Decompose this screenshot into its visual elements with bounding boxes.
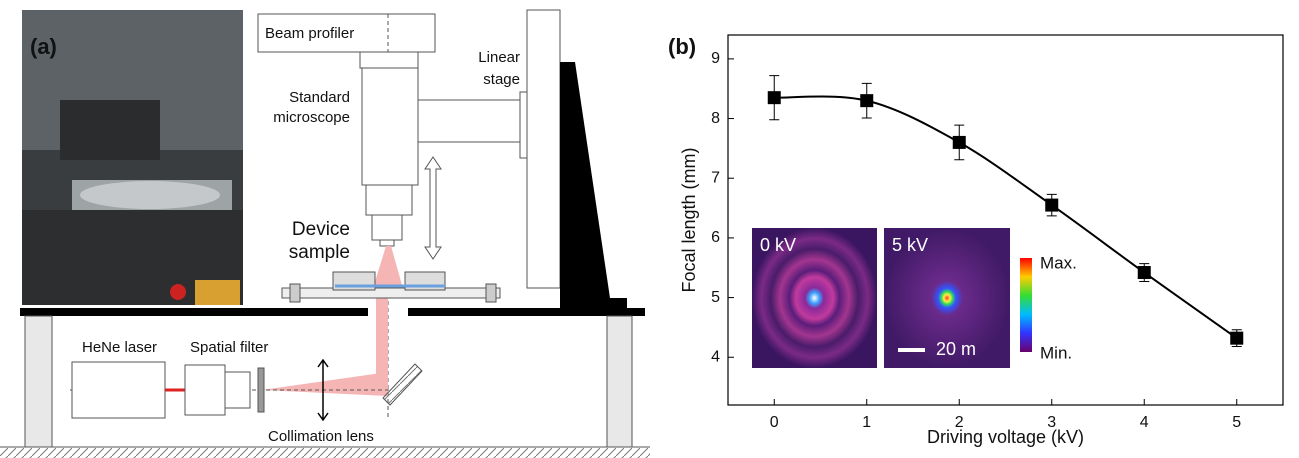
x-tick-label: 2	[955, 414, 964, 431]
setup-diagram	[0, 9, 650, 458]
colorbar-label: Min.	[1040, 343, 1072, 362]
x-tick-label: 0	[770, 414, 779, 431]
marker	[1137, 266, 1151, 280]
inset-label: 0 kV	[760, 235, 796, 255]
plot-frame	[727, 34, 1284, 406]
x-tick-label: 4	[1140, 414, 1149, 431]
x-tick-label: 3	[1047, 414, 1056, 431]
label: Linear	[478, 49, 520, 66]
y-tick-label: 7	[711, 169, 720, 186]
diagram-labels: Beam profiler Linear stage Standard micr…	[82, 25, 520, 445]
marker	[860, 94, 874, 108]
inset-label: 5 kV	[892, 235, 928, 255]
label: Device	[292, 219, 350, 240]
marker	[767, 91, 781, 105]
marker	[1045, 198, 1059, 212]
y-tick-label: 6	[711, 229, 720, 246]
y-axis-title: Focal length (mm)	[679, 147, 699, 292]
scale-bar-label: 20 m	[936, 339, 976, 359]
colorbar	[1020, 258, 1032, 352]
label: Spatial filter	[190, 339, 268, 356]
inset-image	[752, 228, 877, 368]
panel-label: (a)	[30, 34, 57, 59]
label: stage	[483, 71, 520, 88]
inset-image	[884, 228, 1010, 368]
x-tick-label: 1	[862, 414, 871, 431]
y-tick-label: 5	[711, 289, 720, 306]
x-tick-label: 5	[1232, 414, 1241, 431]
y-tick-label: 9	[711, 50, 720, 67]
photo	[22, 10, 243, 305]
marker	[952, 135, 966, 149]
label: Standard	[289, 89, 350, 106]
y-tick-label: 8	[711, 110, 720, 127]
label: Beam profiler	[265, 25, 354, 42]
chart: 0 kV 5 kV 20 m Max. Min. 4 5 6 7 8 9 0 1 2 3 4 5 Driving …	[679, 34, 1284, 447]
y-tick-label: 4	[711, 348, 720, 365]
colorbar-label: Max.	[1040, 253, 1077, 272]
panel-label: (b)	[668, 34, 696, 59]
marker	[1230, 331, 1244, 345]
x-axis-title: Driving voltage (kV)	[927, 427, 1084, 447]
label: HeNe laser	[82, 339, 157, 356]
label: microscope	[273, 109, 350, 126]
label: Collimation lens	[268, 428, 374, 445]
label: sample	[289, 242, 350, 263]
